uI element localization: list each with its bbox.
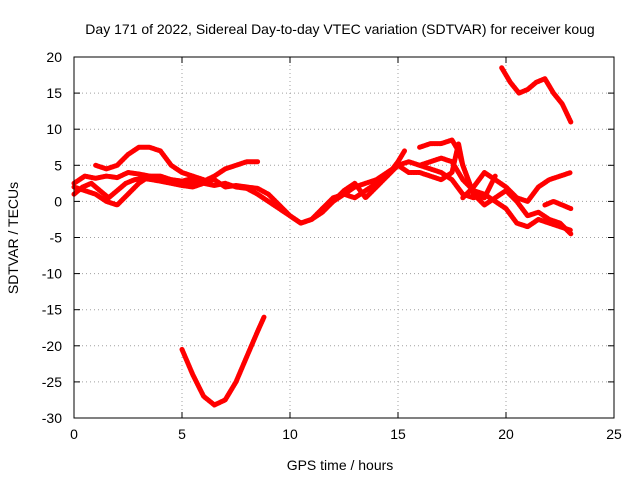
x-tick-label: 10 [282,426,298,442]
y-tick-label: -5 [50,230,63,246]
y-tick-label: -30 [42,410,62,426]
series-track-k [542,198,574,212]
ticks: 0 5 10 15 20 25 -30 -25 -20 -15 -10 -5 0 5 10 15 20 [42,49,622,442]
x-axis-label: GPS time / hours [287,457,394,473]
x-tick-label: 5 [178,426,186,442]
y-tick-label: 20 [46,49,62,65]
series-track-c [71,159,487,226]
y-tick-label: -10 [42,266,62,282]
x-tick-label: 0 [70,426,78,442]
series-track-e [179,314,267,408]
y-tick-label: -20 [42,338,62,354]
y-tick-label: 0 [54,193,62,209]
y-tick-label: 10 [46,121,62,137]
x-tick-label: 15 [390,426,406,442]
grid [74,57,614,418]
series-track-j [499,65,574,125]
x-tick-label: 20 [498,426,514,442]
y-tick-label: -25 [42,374,62,390]
series-track-h [417,155,574,233]
y-axis-label: SDTVAR / TECUs [5,182,21,294]
y-tick-label: 5 [54,157,62,173]
series-track-g [417,137,574,237]
y-tick-label: -15 [42,302,62,318]
series-track-i [460,170,574,204]
y-tick-label: 15 [46,85,62,101]
x-tick-label: 25 [606,426,622,442]
data-series [71,65,574,408]
series-track-d [93,144,207,183]
chart-title: Day 171 of 2022, Sidereal Day-to-day VTE… [85,21,594,37]
